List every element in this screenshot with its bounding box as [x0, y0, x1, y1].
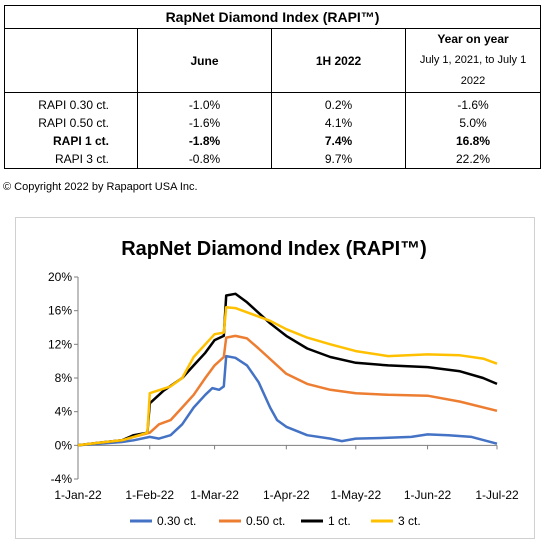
- table-row: RAPI 1 ct. -1.8% 7.4% 16.8%: [4, 132, 542, 150]
- chart-title: RapNet Diamond Index (RAPI™): [121, 238, 427, 260]
- series-line-0-50-ct: [77, 334, 498, 447]
- y-tick-label: 16%: [48, 304, 72, 318]
- chart-legend: 0.30 ct. 0.50 ct. 1 ct. 3 ct.: [130, 514, 421, 528]
- x-tick-label: 1-Feb-22: [125, 488, 174, 502]
- y-tick-label: 0%: [55, 438, 73, 452]
- y-tick-label: 12%: [48, 337, 72, 351]
- y-tick-label: 8%: [55, 371, 73, 385]
- line-chart: RapNet Diamond Index (RAPI™) -4% 0% 4% 8% 12…: [48, 238, 519, 528]
- table-row: RAPI 0.50 ct. -1.6% 4.1% 5.0%: [4, 114, 542, 132]
- chart-lines: [77, 292, 498, 447]
- row-june: -1.0%: [137, 92, 272, 114]
- y-tick-label: -4%: [51, 472, 73, 486]
- chart-container: RapNet Diamond Index (RAPI™) -4% 0% 4% 8% 12…: [15, 217, 535, 539]
- series-line-3-ct: [77, 306, 498, 447]
- row-june: -0.8%: [137, 150, 272, 169]
- row-yoy: 22.2%: [404, 150, 542, 169]
- header-june: June: [137, 28, 272, 93]
- row-label: RAPI 0.30 ct.: [4, 92, 138, 114]
- x-tick-label: 1-Mar-22: [190, 488, 239, 502]
- rapi-summary-table: RapNet Diamond Index (RAPI™) June 1H 202…: [3, 5, 542, 169]
- row-june: -1.6%: [137, 114, 272, 132]
- series-line-1-ct: [77, 292, 498, 447]
- x-tick-label: 1-Jul-22: [475, 488, 519, 502]
- legend-label: 0.30 ct.: [157, 514, 196, 528]
- header-1h-2022: 1H 2022: [271, 28, 406, 93]
- row-label: RAPI 3 ct.: [4, 150, 138, 169]
- chart-axes: -4% 0% 4% 8% 12% 16% 20% 1-Jan-22 1-Feb-22 1-Mar-…: [48, 270, 519, 502]
- y-tick-label: 4%: [55, 405, 73, 419]
- row-h1: 7.4%: [271, 132, 406, 150]
- legend-label: 1 ct.: [328, 514, 351, 528]
- row-yoy: -1.6%: [404, 92, 542, 114]
- header-blank: [4, 28, 138, 93]
- legend-label: 3 ct.: [398, 514, 421, 528]
- table-row: RAPI 0.30 ct. -1.0% 0.2% -1.6%: [4, 92, 542, 114]
- x-tick-label: 1-Jun-22: [404, 488, 452, 502]
- copyright-notice: © Copyright 2022 by Rapaport USA Inc.: [3, 181, 198, 193]
- row-june: -1.8%: [137, 132, 272, 150]
- row-h1: 0.2%: [271, 92, 406, 114]
- legend-label: 0.50 ct.: [246, 514, 285, 528]
- table-row: RAPI 3 ct. -0.8% 9.7% 22.2%: [4, 150, 542, 169]
- header-year-on-year: Year on year July 1, 2021, to July 1 202…: [404, 28, 542, 93]
- row-label: RAPI 0.50 ct.: [4, 114, 138, 132]
- header-yoy-title: Year on year: [437, 32, 509, 46]
- x-tick-label: 1-Jan-22: [54, 488, 102, 502]
- row-yoy: 5.0%: [404, 114, 542, 132]
- y-tick-label: 20%: [48, 270, 72, 284]
- x-tick-label: 1-May-22: [330, 488, 381, 502]
- table-title: RapNet Diamond Index (RAPI™): [3, 5, 542, 29]
- series-line-0-30-ct: [77, 354, 498, 447]
- row-yoy: 16.8%: [404, 132, 542, 150]
- header-yoy-sub1: July 1, 2021, to July 1: [419, 54, 527, 66]
- row-label: RAPI 1 ct.: [4, 132, 138, 150]
- header-yoy-sub2: 2022: [460, 75, 486, 87]
- row-h1: 9.7%: [271, 150, 406, 169]
- x-tick-label: 1-Apr-22: [263, 488, 310, 502]
- row-h1: 4.1%: [271, 114, 406, 132]
